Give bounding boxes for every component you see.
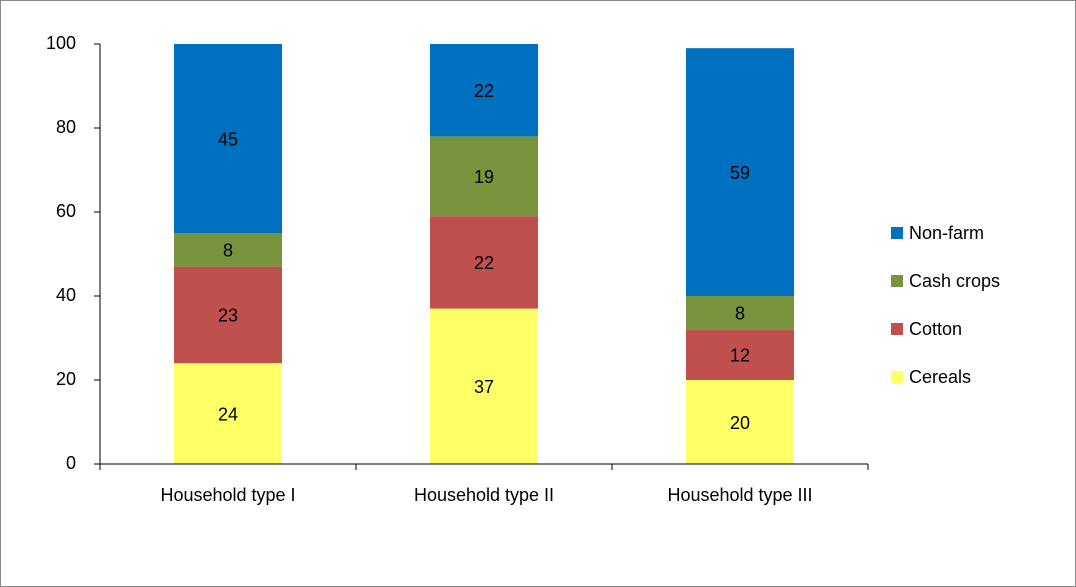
legend-swatch <box>891 323 903 335</box>
data-label: 59 <box>730 163 750 183</box>
data-label: 12 <box>730 346 750 366</box>
data-label: 45 <box>218 129 238 149</box>
data-label: 8 <box>223 241 233 261</box>
bar-segment <box>174 266 282 364</box>
y-tick-label: 80 <box>56 117 76 137</box>
legend-label: Cereals <box>909 367 971 387</box>
bar-segment <box>430 136 538 217</box>
legend-swatch <box>891 371 903 383</box>
bar-segment <box>686 296 794 330</box>
bar-segment <box>174 363 282 464</box>
x-tick-label: Household type II <box>414 485 554 505</box>
x-tick-label: Household type III <box>667 485 812 505</box>
x-tick-label: Household type I <box>160 485 295 505</box>
legend-label: Cash crops <box>909 271 1000 291</box>
data-label: 8 <box>735 304 745 324</box>
y-tick-label: 40 <box>56 285 76 305</box>
bar-segment <box>174 44 282 233</box>
legend-label: Non-farm <box>909 223 984 243</box>
bar-segment <box>174 233 282 267</box>
data-label: 22 <box>474 253 494 273</box>
y-tick-label: 60 <box>56 201 76 221</box>
bar-segment <box>430 308 538 464</box>
data-label: 20 <box>730 413 750 433</box>
bar-segment <box>686 380 794 464</box>
data-label: 22 <box>474 81 494 101</box>
data-label: 37 <box>474 377 494 397</box>
legend-swatch <box>891 275 903 287</box>
legend-swatch <box>891 227 903 239</box>
data-label: 24 <box>218 404 238 424</box>
bar-segment <box>430 44 538 137</box>
y-tick-label: 0 <box>66 453 76 473</box>
legend-label: Cotton <box>909 319 962 339</box>
bar-segment <box>686 329 794 380</box>
data-label: 23 <box>218 306 238 326</box>
y-tick-label: 20 <box>56 369 76 389</box>
data-label: 19 <box>474 167 494 187</box>
bar-segment <box>430 216 538 309</box>
y-tick-label: 100 <box>46 33 76 53</box>
bar-segment <box>686 48 794 297</box>
